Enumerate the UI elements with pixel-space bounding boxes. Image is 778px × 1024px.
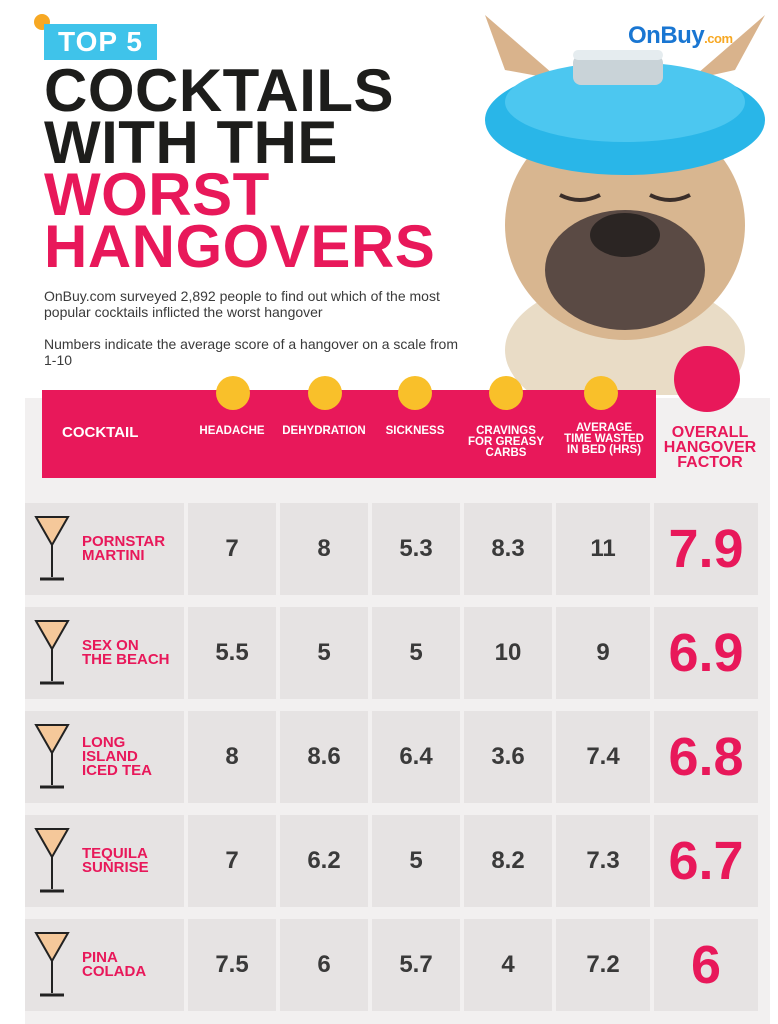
title-line-3: WORST [44,161,270,228]
score-headache: 5.5 [188,607,276,699]
score-bed: 7.2 [556,919,650,1011]
score-sickness: 5.3 [372,503,460,595]
cocktail-glass-icon [32,719,72,795]
cocktail-glass-icon [32,511,72,587]
cocktail-name-line: TEQUILA [82,845,148,862]
onbuy-logo: OnBuy.com [628,22,733,50]
score-headache: 7 [188,503,276,595]
overall-cell [654,503,758,595]
cocktail-name-line: ISLAND [82,748,138,765]
header-bed-line: TIME WASTED [564,433,644,445]
title-line-1: COCKTAILS [44,57,395,124]
score-sickness: 5.7 [372,919,460,1011]
header-cravings-line: CRAVINGS [476,425,536,437]
overall-cell [654,711,758,803]
dehydration-emoji-icon [308,376,342,410]
dog-with-ice-pack-image [485,15,765,395]
cocktail-name-line: MARTINI [82,547,145,564]
sickness-emoji-icon [398,376,432,410]
score-sickness: 5 [372,607,460,699]
cocktail-glass-icon [32,927,72,1003]
overall-score: 6 [690,935,722,995]
overall-score: 7.9 [668,519,744,579]
cocktail-name-line: ICED TEA [82,762,153,779]
intro-text: OnBuy.com surveyed 2,892 people to find … [44,288,440,320]
score-dehydration: 6 [280,919,368,1011]
cocktail-name-line: PORNSTAR [82,533,166,550]
cocktail-glass-icon [32,823,72,899]
score-dehydration: 5 [280,607,368,699]
logo-suffix: .com [704,31,733,46]
header-headache: HEADACHE [199,425,265,437]
score-sickness: 5 [372,815,460,907]
score-bed: 11 [556,503,650,595]
header-overall-line: FACTOR [677,454,743,471]
header-overall: OVERALL HANGOVER FACTOR [658,424,762,471]
scale-note: Numbers indicate the average score of a … [44,336,459,368]
cocktail-name: TEQUILA SUNRISE [82,845,182,876]
cocktail-name-line: SEX ON [82,637,139,654]
header-cravings-line: FOR GREASY [467,436,545,448]
header-overall-line: OVERALL [671,424,749,441]
header-cravings: CRAVINGS FOR GREASY CARBS [460,425,552,459]
cocktail-name: PORNSTAR MARTINI [82,533,182,564]
cocktail-name-line: PINA [82,949,118,966]
header-sickness: SICKNESS [385,425,445,437]
title-line-2: WITH THE [44,109,338,176]
cocktail-name: PINA COLADA [82,949,182,980]
header-bed-line: AVERAGE [575,422,633,434]
score-cravings: 3.6 [464,711,552,803]
header-cravings-line: CARBS [485,447,527,459]
score-cravings: 8.3 [464,503,552,595]
score-headache: 7.5 [188,919,276,1011]
cocktail-name-line: LONG [82,734,126,751]
score-headache: 8 [188,711,276,803]
table-header [42,390,656,478]
logo-main: OnBuy [628,22,705,49]
overall-cell [654,607,758,699]
header-bed: AVERAGE TIME WASTED IN BED (HRS) [554,422,654,456]
score-bed: 9 [556,607,650,699]
overall-score: 6.8 [668,727,744,787]
score-cravings: 4 [464,919,552,1011]
header-bed-line: IN BED (HRS) [566,444,642,456]
score-bed: 7.3 [556,815,650,907]
cocktail-name: LONG ISLAND ICED TEA [82,734,182,779]
score-sickness: 6.4 [372,711,460,803]
overall-score: 6.9 [668,623,744,683]
title-line-4: HANGOVERS [44,213,436,280]
score-cravings: 8.2 [464,815,552,907]
header-overall-line: HANGOVER [663,439,757,456]
cocktail-name-line: THE BEACH [82,651,170,668]
overall-cell [654,815,758,907]
header-dehydration: DEHYDRATION [282,425,366,437]
cravings-emoji-icon [489,376,523,410]
overall-score: 6.7 [668,831,744,891]
cocktail-name-line: SUNRISE [82,859,149,876]
overall-cell [654,919,758,1011]
cocktail-glass-icon [32,615,72,691]
score-headache: 7 [188,815,276,907]
score-bed: 7.4 [556,711,650,803]
cocktail-name-line: COLADA [82,963,147,980]
score-dehydration: 8 [280,503,368,595]
score-cravings: 10 [464,607,552,699]
headache-emoji-icon [216,376,250,410]
header-cocktail: COCKTAIL [62,424,139,441]
hangover-face-icon [674,346,740,412]
score-dehydration: 6.2 [280,815,368,907]
top5-badge: TOP 5 [44,24,157,60]
sleeping-emoji-icon [584,376,618,410]
cocktail-name: SEX ON THE BEACH [82,637,182,668]
score-dehydration: 8.6 [280,711,368,803]
